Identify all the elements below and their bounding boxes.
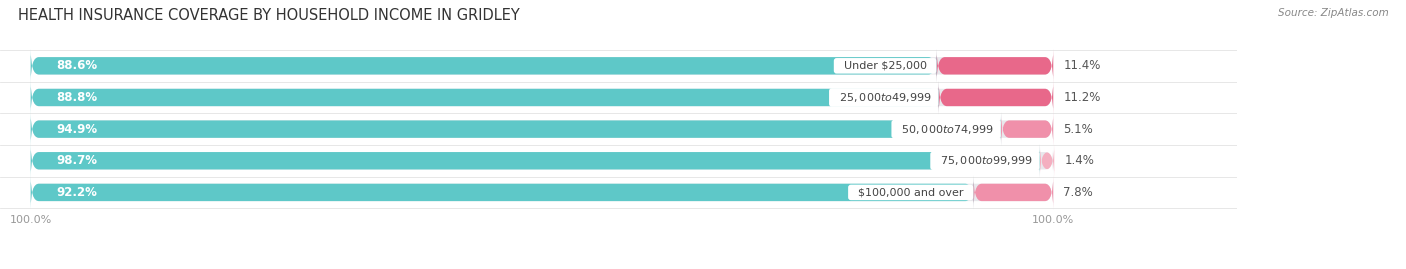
Text: 98.7%: 98.7% — [56, 154, 97, 167]
FancyBboxPatch shape — [31, 144, 1040, 177]
Text: 88.6%: 88.6% — [56, 59, 97, 72]
Text: $75,000 to $99,999: $75,000 to $99,999 — [934, 154, 1036, 167]
FancyBboxPatch shape — [31, 176, 973, 209]
Text: $50,000 to $74,999: $50,000 to $74,999 — [894, 123, 998, 136]
FancyBboxPatch shape — [936, 49, 1053, 82]
Text: Source: ZipAtlas.com: Source: ZipAtlas.com — [1278, 8, 1389, 18]
Text: 94.9%: 94.9% — [56, 123, 97, 136]
Text: 1.4%: 1.4% — [1064, 154, 1094, 167]
FancyBboxPatch shape — [31, 49, 936, 82]
FancyBboxPatch shape — [31, 49, 1053, 82]
FancyBboxPatch shape — [31, 112, 1001, 146]
Text: 88.8%: 88.8% — [56, 91, 97, 104]
FancyBboxPatch shape — [973, 176, 1053, 209]
FancyBboxPatch shape — [1040, 144, 1054, 177]
Text: 5.1%: 5.1% — [1063, 123, 1094, 136]
FancyBboxPatch shape — [31, 176, 1053, 209]
FancyBboxPatch shape — [31, 144, 1053, 177]
FancyBboxPatch shape — [31, 81, 939, 114]
Text: 92.2%: 92.2% — [56, 186, 97, 199]
Text: 7.8%: 7.8% — [1063, 186, 1094, 199]
Text: $25,000 to $49,999: $25,000 to $49,999 — [832, 91, 935, 104]
FancyBboxPatch shape — [1001, 112, 1053, 146]
Text: 11.2%: 11.2% — [1063, 91, 1101, 104]
Text: HEALTH INSURANCE COVERAGE BY HOUSEHOLD INCOME IN GRIDLEY: HEALTH INSURANCE COVERAGE BY HOUSEHOLD I… — [18, 8, 520, 23]
FancyBboxPatch shape — [31, 81, 1053, 114]
FancyBboxPatch shape — [939, 81, 1053, 114]
Text: $100,000 and over: $100,000 and over — [851, 187, 970, 197]
FancyBboxPatch shape — [31, 112, 1053, 146]
Text: 11.4%: 11.4% — [1063, 59, 1101, 72]
Text: Under $25,000: Under $25,000 — [837, 61, 934, 71]
